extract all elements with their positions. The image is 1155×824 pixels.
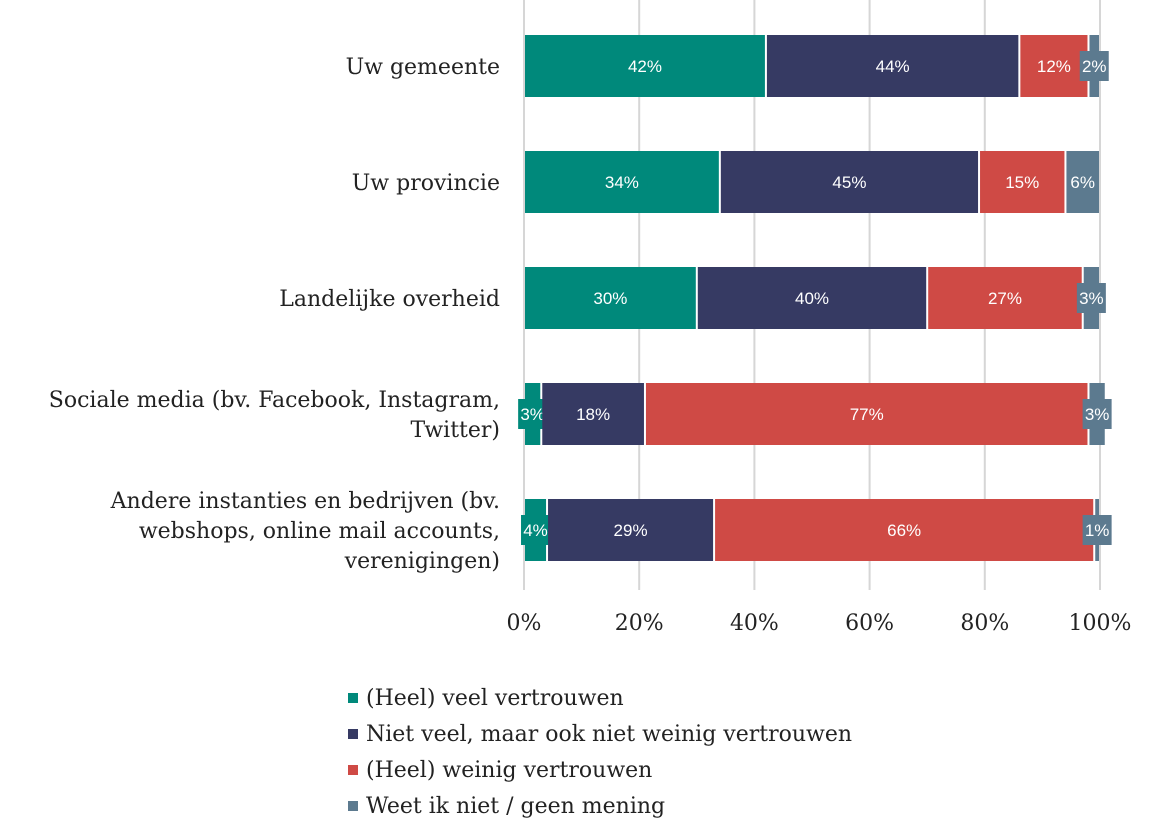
- bar-segment: [542, 383, 644, 445]
- data-label-box: [521, 515, 551, 545]
- data-label: 12%: [1037, 57, 1071, 76]
- data-label-box: [1076, 283, 1106, 313]
- x-tick-label: 80%: [960, 611, 1009, 636]
- category-label: Sociale media (bv. Facebook, Instagram,: [49, 388, 500, 413]
- data-label: 34%: [605, 173, 639, 192]
- data-label: 30%: [593, 289, 627, 308]
- bar-segment: [525, 35, 765, 97]
- data-label: 2%: [1082, 57, 1107, 76]
- data-label: 66%: [887, 521, 921, 540]
- data-label-box: [1082, 399, 1112, 429]
- bar-segment: [697, 267, 927, 329]
- x-tick-label: 20%: [615, 611, 664, 636]
- legend-label: Weet ik niet / geen mening: [366, 793, 666, 819]
- bar-segment: [980, 151, 1065, 213]
- category-label: Twitter): [410, 418, 500, 443]
- data-label: 77%: [850, 405, 884, 424]
- category-label: verenigingen): [344, 549, 500, 574]
- data-label: 3%: [1085, 405, 1110, 424]
- bar-segment: [645, 383, 1088, 445]
- data-label-box: [1082, 515, 1112, 545]
- legend-swatch: [348, 801, 358, 811]
- bar-segment: [715, 499, 1094, 561]
- data-label: 27%: [988, 289, 1022, 308]
- data-label-box: [1079, 51, 1109, 81]
- legend-item: (Heel) weinig vertrouwen: [348, 752, 852, 788]
- bar-row: 30% 40% 27% 3%: [525, 267, 1106, 329]
- bar-segment: [525, 267, 696, 329]
- legend: (Heel) veel vertrouwen Niet veel, maar oo…: [348, 680, 852, 824]
- x-tick-label: 100%: [1069, 611, 1132, 636]
- data-label: 4%: [523, 521, 548, 540]
- bar-row: 3% 18% 77% 3%: [518, 383, 1112, 445]
- x-tick-label: 40%: [730, 611, 779, 636]
- data-label: 1%: [1085, 521, 1110, 540]
- data-label: 6%: [1070, 173, 1095, 192]
- data-label: 40%: [795, 289, 829, 308]
- data-label: 18%: [576, 405, 610, 424]
- x-tick-label: 60%: [845, 611, 894, 636]
- legend-swatch: [348, 693, 358, 703]
- x-tick-label: 0%: [507, 611, 542, 636]
- legend-swatch: [348, 729, 358, 739]
- data-label: 42%: [628, 57, 662, 76]
- category-label: Landelijke overheid: [279, 287, 500, 312]
- bar-row: 34% 45% 15% 6%: [525, 151, 1099, 213]
- data-label: 45%: [832, 173, 866, 192]
- data-label: 3%: [1079, 289, 1104, 308]
- x-axis-ticks: 0% 20% 40% 60% 80% 100%: [507, 611, 1132, 636]
- bar-segment: [525, 151, 719, 213]
- category-label: webshops, online mail accounts,: [139, 519, 500, 544]
- bar-segment: [548, 499, 714, 561]
- legend-label: (Heel) weinig vertrouwen: [366, 757, 653, 783]
- data-label: 29%: [614, 521, 648, 540]
- legend-label: (Heel) veel vertrouwen: [366, 685, 624, 711]
- data-label: 44%: [876, 57, 910, 76]
- category-label: Uw provincie: [352, 171, 500, 196]
- data-label: 3%: [520, 405, 545, 424]
- legend-item: Niet veel, maar ook niet weinig vertrouw…: [348, 716, 852, 752]
- bars: 42% 44% 12% 2% 34% 45% 15% 6% 30% 40% 27% 3% 3% 18% 77…: [518, 35, 1112, 561]
- bar-segment: [720, 151, 979, 213]
- legend-item: (Heel) veel vertrouwen: [348, 680, 852, 716]
- bar-row: 4% 29% 66% 1%: [521, 499, 1112, 561]
- category-label: Uw gemeente: [346, 55, 500, 80]
- bar-segment: [766, 35, 1019, 97]
- bar-segment: [1020, 35, 1088, 97]
- bar-segment: [1066, 151, 1099, 213]
- bar-row: 42% 44% 12% 2%: [525, 35, 1109, 97]
- legend-swatch: [348, 765, 358, 775]
- bar-segment: [928, 267, 1082, 329]
- legend-label: Niet veel, maar ook niet weinig vertrouw…: [366, 721, 853, 747]
- data-label: 15%: [1005, 173, 1039, 192]
- category-labels: Uw gemeente Uw provincie Landelijke overhe…: [49, 55, 500, 574]
- category-label: Andere instanties en bedrijven (bv.: [110, 489, 500, 514]
- legend-item: Weet ik niet / geen mening: [348, 788, 852, 824]
